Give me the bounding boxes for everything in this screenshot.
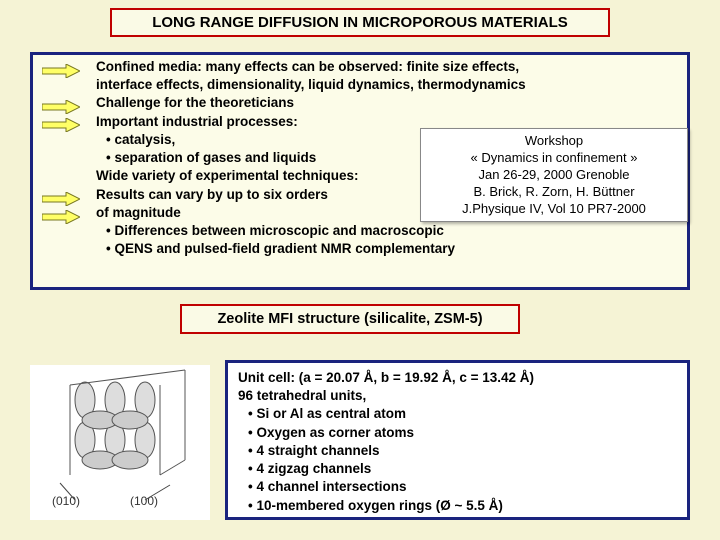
arrow-icon	[42, 210, 80, 224]
workshop-line: « Dynamics in confinement »	[427, 150, 681, 167]
workshop-line: J.Physique IV, Vol 10 PR7-2000	[427, 201, 681, 218]
workshop-line: Workshop	[427, 133, 681, 150]
unit-line: 96 tetrahedral units,	[238, 388, 366, 403]
main-sub: • Differences between microscopic and ma…	[96, 222, 686, 240]
arrow-icon	[42, 64, 80, 78]
unit-sub: • 10-membered oxygen rings (Ø ~ 5.5 Å)	[238, 497, 677, 515]
arrow-icon	[42, 100, 80, 114]
workshop-line: B. Brick, R. Zorn, H. Büttner	[427, 184, 681, 201]
main-line: of magnitude	[96, 205, 181, 220]
workshop-callout: Workshop « Dynamics in confinement » Jan…	[420, 128, 688, 222]
axis-label-010: (010)	[52, 494, 80, 508]
main-line: Important industrial processes:	[96, 114, 298, 129]
unit-cell-box: Unit cell: (a = 20.07 Å, b = 19.92 Å, c …	[225, 360, 690, 520]
main-sub: • QENS and pulsed-field gradient NMR com…	[96, 240, 686, 258]
axis-label-100: (100)	[130, 494, 158, 508]
main-line: Challenge for the theoreticians	[96, 95, 294, 110]
unit-sub: • Si or Al as central atom	[238, 405, 677, 423]
slide-title: LONG RANGE DIFFUSION IN MICROPOROUS MATE…	[110, 8, 610, 37]
unit-sub: • Oxygen as corner atoms	[238, 424, 677, 442]
main-line: Confined media: many effects can be obse…	[96, 59, 519, 74]
workshop-line: Jan 26-29, 2000 Grenoble	[427, 167, 681, 184]
main-line: Wide variety of experimental techniques:	[96, 168, 358, 183]
main-line: interface effects, dimensionality, liqui…	[96, 77, 526, 92]
zeolite-structure-figure: (010) (100)	[30, 365, 210, 520]
unit-sub: • 4 straight channels	[238, 442, 677, 460]
arrow-icon	[42, 118, 80, 132]
arrow-icon	[42, 192, 80, 206]
zeolite-title: Zeolite MFI structure (silicalite, ZSM-5…	[180, 304, 520, 334]
unit-sub: • 4 channel intersections	[238, 478, 677, 496]
main-line: Results can vary by up to six orders	[96, 187, 328, 202]
unit-line: Unit cell: (a = 20.07 Å, b = 19.92 Å, c …	[238, 370, 534, 385]
unit-sub: • 4 zigzag channels	[238, 460, 677, 478]
